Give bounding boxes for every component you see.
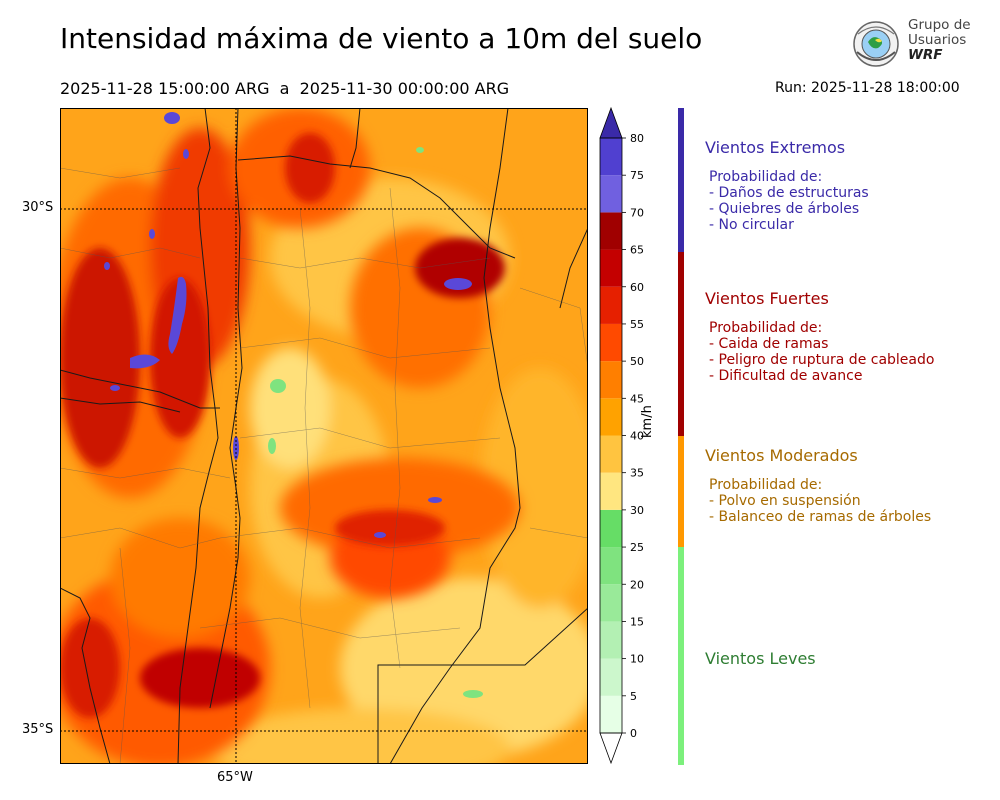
colorbar-tick-label: 65 xyxy=(630,244,644,257)
wind-map xyxy=(60,108,588,764)
lat-label-30s: 30°S xyxy=(22,200,54,215)
colorbar: 0 5 10 15 20 25 30 35 40 45 50 55 60 65 70 75 80 xyxy=(596,105,656,770)
colorbar-segment xyxy=(600,658,622,696)
colorbar-tick-label: 50 xyxy=(630,355,644,368)
forecast-period: 2025-11-28 15:00:00 ARG a 2025-11-30 00:… xyxy=(60,79,510,98)
category-desc-line: Probabilidad de: xyxy=(709,320,823,336)
colorbar-tick-label: 35 xyxy=(630,467,644,480)
colorbar-tick-label: 30 xyxy=(630,504,644,517)
category-desc-line: Probabilidad de: xyxy=(709,477,823,493)
colorbar-scale: 0 5 10 15 20 25 30 35 40 45 50 55 60 65 70 75 80 xyxy=(599,106,644,765)
colorbar-segment xyxy=(600,584,622,622)
logo-line-2: Usuarios xyxy=(908,32,967,48)
colorbar-tick-label: 40 xyxy=(630,430,644,443)
colorbar-segment xyxy=(600,212,622,250)
moderate-wind-zones xyxy=(210,178,588,764)
map-border xyxy=(60,108,588,764)
logo-line-1: Grupo de xyxy=(908,17,971,33)
colorbar-segment xyxy=(600,435,622,473)
colorbar-tick-label: 20 xyxy=(630,578,644,591)
colorbar-tick-label: 70 xyxy=(630,206,644,219)
colorbar-tick-label: 80 xyxy=(630,132,644,145)
colorbar-tick-label: 25 xyxy=(630,541,644,554)
colorbar-segment xyxy=(600,695,622,733)
category-title: Vientos Extremos xyxy=(705,138,846,157)
extreme-wind-spots xyxy=(104,112,472,538)
category-moderados: Vientos Moderados Probabilidad de: - Pol… xyxy=(705,446,931,525)
wrf-logo: Grupo de Usuarios WRF xyxy=(848,16,978,72)
category-desc-line: - Polvo en suspensión xyxy=(709,493,861,509)
category-extremos: Vientos Extremos Probabilidad de: - Daño… xyxy=(705,138,869,233)
colorbar-tick-label: 60 xyxy=(630,281,644,294)
category-bar-extremos xyxy=(678,108,684,252)
colorbar-segment xyxy=(600,323,622,362)
lat-label-35s: 35°S xyxy=(22,722,54,737)
light-wind-spots xyxy=(268,147,483,698)
colorbar-segment xyxy=(600,361,622,399)
colorbar-tick-label: 45 xyxy=(630,392,644,405)
category-desc-line: - No circular xyxy=(709,217,794,233)
category-desc-line: - Quiebres de árboles xyxy=(709,201,860,217)
logo-text: Grupo de Usuarios WRF xyxy=(908,18,971,63)
model-run-time: Run: 2025-11-28 18:00:00 xyxy=(775,80,960,96)
category-title: Vientos Leves xyxy=(705,649,816,668)
colorbar-tick-label: 55 xyxy=(630,318,644,331)
category-bar-fuertes xyxy=(678,252,684,436)
colorbar-segment xyxy=(600,621,622,659)
category-desc-line: Probabilidad de: xyxy=(709,169,823,185)
colorbar-segment xyxy=(600,138,622,176)
colorbar-tick-label: 10 xyxy=(630,653,644,666)
colorbar-tick-label: 0 xyxy=(630,727,637,740)
category-desc-line: - Caida de ramas xyxy=(709,336,829,352)
category-description: Probabilidad de: - Polvo en suspensión -… xyxy=(709,477,931,525)
category-fuertes: Vientos Fuertes Probabilidad de: - Caida… xyxy=(705,289,934,384)
colorbar-segment xyxy=(600,249,622,287)
political-borders xyxy=(60,108,588,764)
category-title: Vientos Fuertes xyxy=(705,289,829,308)
colorbar-segment xyxy=(600,472,622,510)
colorbar-segment xyxy=(600,398,622,436)
globe-logo-icon xyxy=(853,21,899,67)
colorbar-tick-label: 75 xyxy=(630,169,644,182)
lon-label-65w: 65°W xyxy=(217,770,253,785)
category-desc-line: - Balanceo de ramas de árboles xyxy=(709,509,932,525)
category-title: Vientos Moderados xyxy=(705,446,858,465)
colorbar-min-extend xyxy=(599,732,623,765)
graticule xyxy=(60,108,588,764)
category-description: Probabilidad de: - Daños de estructuras … xyxy=(709,169,869,233)
colorbar-tick-label: 5 xyxy=(630,690,637,703)
colorbar-segment xyxy=(600,175,622,213)
category-desc-line: - Dificultad de avance xyxy=(709,368,863,384)
logo-line-3: WRF xyxy=(908,47,943,63)
district-borders xyxy=(60,167,588,764)
category-description: Probabilidad de: - Caida de ramas - Peli… xyxy=(709,320,934,384)
category-desc-line: - Peligro de ruptura de cableado xyxy=(709,352,935,368)
colorbar-segment xyxy=(600,286,622,324)
category-bar-leves xyxy=(678,547,684,765)
category-leves: Vientos Leves xyxy=(705,649,816,668)
category-desc-line: - Daños de estructuras xyxy=(709,185,869,201)
very-strong-wind-zones xyxy=(60,133,505,718)
category-bar-moderados xyxy=(678,436,684,547)
colorbar-max-extend xyxy=(599,106,623,139)
map-title: Intensidad máxima de viento a 10m del su… xyxy=(60,22,703,55)
colorbar-segment xyxy=(600,547,622,585)
colorbar-tick-label: 15 xyxy=(630,615,644,628)
colorbar-segment xyxy=(600,509,622,548)
wind-field-map xyxy=(60,108,588,764)
colorbar-unit: km/h xyxy=(640,405,655,438)
